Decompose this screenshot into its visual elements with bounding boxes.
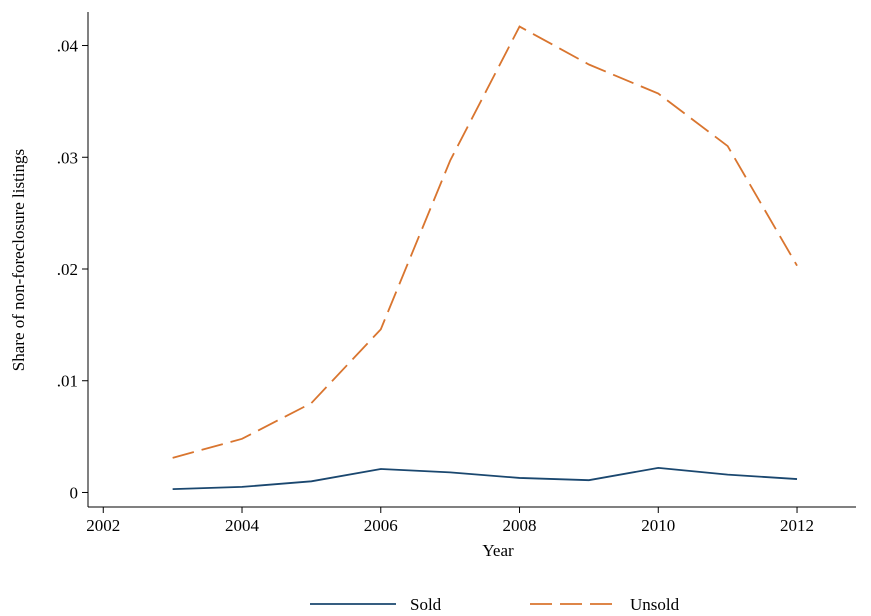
y-axis-title: Share of non-foreclosure listings — [9, 149, 28, 371]
y-tick-label: .02 — [57, 260, 78, 279]
legend-label: Sold — [410, 595, 442, 614]
x-tick-label: 2008 — [503, 516, 537, 535]
y-tick-label: .03 — [57, 148, 78, 167]
x-tick-label: 2002 — [86, 516, 120, 535]
y-tick-label: .01 — [57, 372, 78, 391]
line-series — [172, 466, 798, 491]
x-axis-title: Year — [482, 541, 514, 560]
y-tick-label: 0 — [70, 483, 79, 502]
x-tick-label: 2004 — [225, 516, 260, 535]
x-tick-label: 2006 — [364, 516, 398, 535]
y-tick-label: .04 — [57, 37, 79, 56]
line-series — [172, 25, 798, 459]
x-tick-label: 2012 — [780, 516, 814, 535]
legend-label: Unsold — [630, 595, 680, 614]
x-tick-label: 2010 — [641, 516, 675, 535]
